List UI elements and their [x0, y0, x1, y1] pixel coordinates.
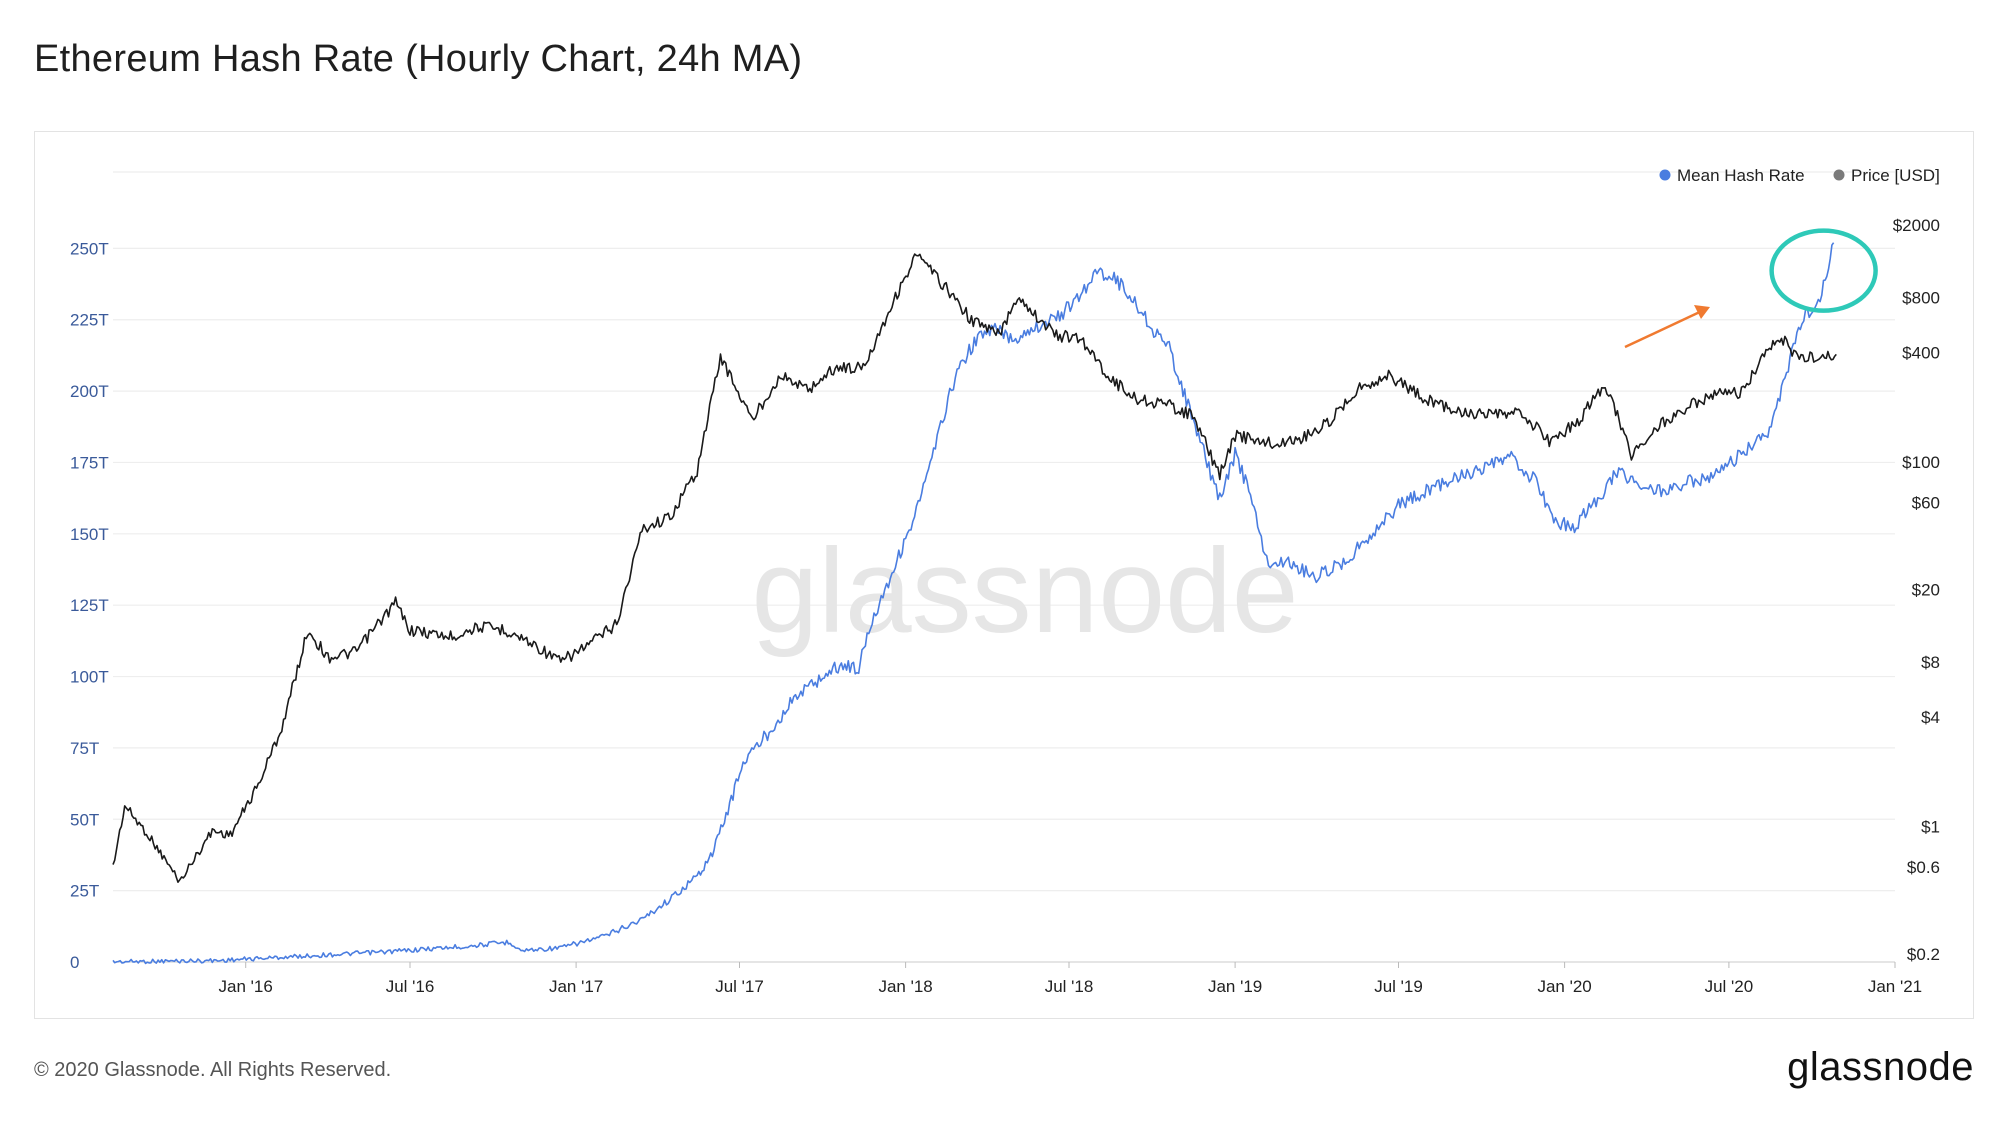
x-tick-label: Jul '20: [1705, 977, 1754, 996]
x-tick-label: Jul '16: [386, 977, 435, 996]
arrow-shaft: [1624, 308, 1705, 349]
legend: Mean Hash Rate Price [USD]: [1659, 166, 1940, 185]
x-tick-label: Jan '21: [1868, 977, 1922, 996]
right-tick-label: $400: [1902, 343, 1940, 362]
x-tick-label: Jul '19: [1374, 977, 1423, 996]
page-title: Ethereum Hash Rate (Hourly Chart, 24h MA…: [34, 38, 803, 80]
left-tick-label: 175T: [70, 453, 109, 472]
left-tick-label: 50T: [70, 810, 99, 829]
left-tick-label: 225T: [70, 311, 109, 330]
x-tick-label: Jan '18: [878, 977, 932, 996]
x-axis: Jan '16 Jul '16 Jan '17 Jul '17 Jan '18 Jul '…: [113, 961, 1922, 996]
x-tick-label: Jan '17: [549, 977, 603, 996]
price-line: [112, 253, 1837, 883]
left-tick-label: 125T: [70, 596, 109, 615]
right-tick-label: $2000: [1893, 216, 1940, 235]
grid: [113, 171, 1895, 963]
right-tick-label: $0.2: [1907, 945, 1940, 964]
x-tick-label: Jan '19: [1208, 977, 1262, 996]
chart-panel: glassnode 0 25T 50T 75T 100T 125T 150T 175T 200T…: [34, 131, 1974, 1019]
highlight-circle: [1769, 228, 1878, 313]
x-tick-label: Jan '16: [219, 977, 273, 996]
watermark: glassnode: [751, 524, 1298, 658]
hash-rate-line: [112, 242, 1835, 965]
left-axis: 0 25T 50T 75T 100T 125T 150T 175T 200T 225T 250T: [70, 239, 109, 972]
x-tick-label: Jul '18: [1045, 977, 1094, 996]
copyright-text: © 2020 Glassnode. All Rights Reserved.: [34, 1059, 392, 1081]
right-tick-label: $20: [1912, 581, 1940, 600]
left-tick-label: 250T: [70, 239, 109, 258]
left-tick-label: 150T: [70, 525, 109, 544]
legend-marker: [1833, 169, 1845, 181]
chart-svg: glassnode 0 25T 50T 75T 100T 125T 150T 175T 200T…: [70, 166, 1940, 996]
left-tick-label: 0: [70, 953, 79, 972]
right-tick-label: $60: [1912, 494, 1940, 513]
right-tick-label: $100: [1902, 453, 1940, 472]
series-lines: [112, 242, 1837, 965]
annotations: [1624, 228, 1878, 349]
left-tick-label: 25T: [70, 882, 99, 901]
x-tick-label: Jan '20: [1537, 977, 1591, 996]
left-tick-label: 200T: [70, 382, 109, 401]
left-tick-label: 75T: [70, 739, 99, 758]
legend-label: Price [USD]: [1851, 166, 1940, 185]
right-tick-label: $4: [1921, 708, 1940, 727]
arrow-head: [1694, 305, 1710, 319]
glassnode-logo[interactable]: glassnode: [1787, 1045, 1974, 1089]
legend-label: Mean Hash Rate: [1677, 166, 1805, 185]
right-tick-label: $1: [1921, 818, 1940, 837]
right-tick-label: $800: [1902, 289, 1940, 308]
legend-marker: [1659, 169, 1671, 181]
right-axis: $0.2 $0.6 $1 $4 $8 $20 $60 $100 $400 $800 $2000: [1893, 216, 1940, 964]
right-tick-label: $8: [1921, 653, 1940, 672]
right-tick-label: $0.6: [1907, 858, 1940, 877]
x-tick-label: Jul '17: [715, 977, 764, 996]
left-tick-label: 100T: [70, 668, 109, 687]
